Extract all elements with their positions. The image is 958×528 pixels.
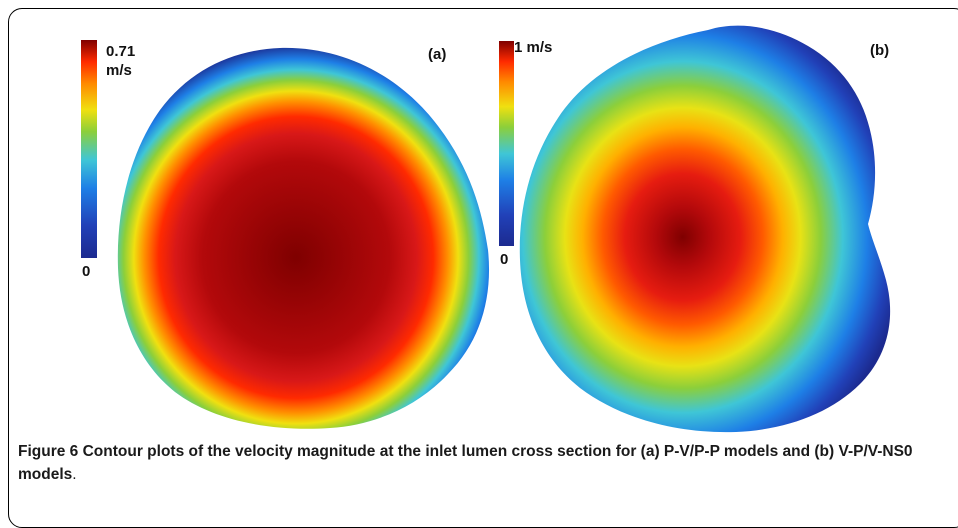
colorbar-b-min: 0 [500,251,508,268]
caption-end: . [72,466,77,483]
panel-b: 1 m/s 0 (b) [499,25,891,433]
colorbar-a-max: 0.71 [106,43,135,60]
contour-b [519,25,891,433]
colorbar-a-unit: m/s [106,62,132,79]
colorbar-a [81,40,97,258]
panel-b-label: (b) [870,42,889,59]
caption-text: Contour plots of the velocity magnitude … [18,443,913,483]
figure-panels: 0.71 m/s 0 (a) 1 m/s 0 (b) [81,25,891,433]
contour-a [117,47,490,429]
panel-a-label: (a) [428,46,446,63]
panel-a: 0.71 m/s 0 (a) [81,40,490,429]
colorbar-b [499,41,514,246]
figure-caption: Figure 6 Contour plots of the velocity m… [18,440,948,486]
colorbar-b-max: 1 m/s [514,39,552,56]
colorbar-a-min: 0 [82,263,90,280]
figure-label: Figure 6 [18,443,79,460]
